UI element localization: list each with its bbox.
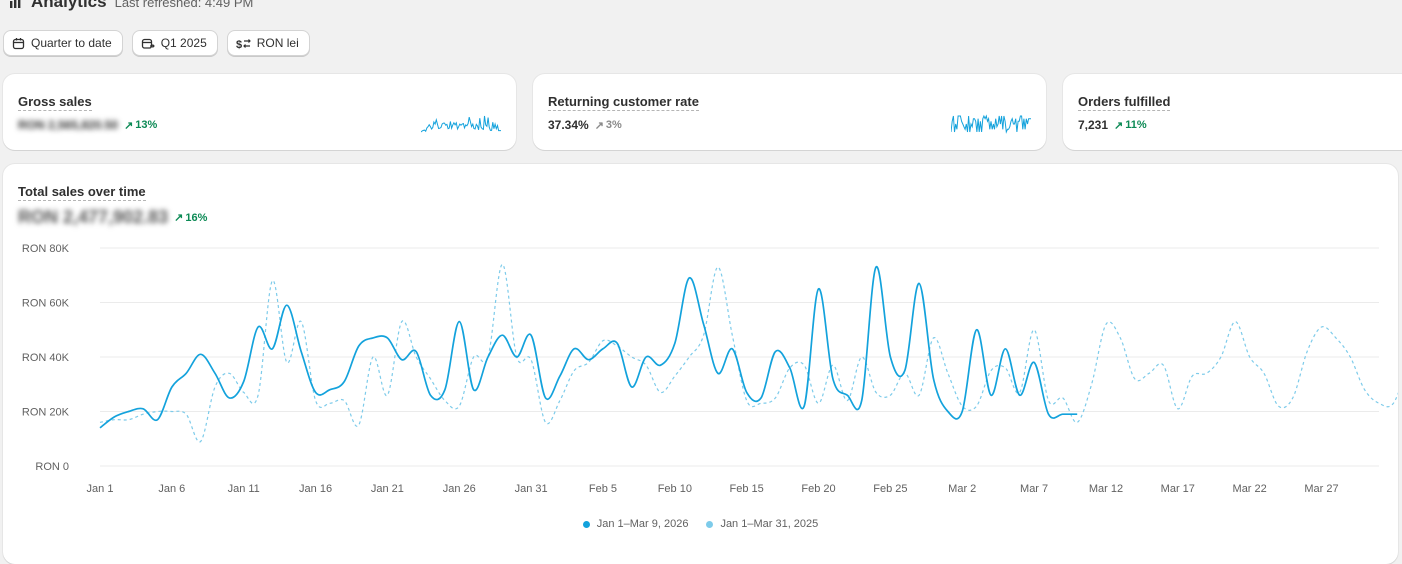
page-header: Analytics Last refreshed: 4:49 PM <box>9 0 253 12</box>
currency-label: RON lei <box>256 36 299 50</box>
line-chart[interactable]: RON 0 RON 20K RON 40K RON 60K RON 80K Jan 1 Ja… <box>3 164 1398 504</box>
arrow-up-right-icon: ↗ <box>124 119 134 132</box>
comparison-label: Q1 2025 <box>160 36 207 50</box>
chart-delta: ↗ 16% <box>174 211 208 225</box>
arrow-up-right-icon: ↗ <box>174 212 184 224</box>
metric-delta: ↗ 11% <box>1114 119 1147 132</box>
y-tick-label: RON 20K <box>22 407 70 419</box>
legend-label-current: Jan 1–Mar 9, 2026 <box>596 518 689 530</box>
legend-item-previous[interactable]: Jan 1–Mar 31, 2025 <box>706 518 818 530</box>
metric-delta-value: 11% <box>1125 119 1147 131</box>
svg-text:$: $ <box>236 39 242 50</box>
x-tick-label: Mar 27 <box>1304 483 1338 495</box>
metric-value: 7,231 <box>1078 118 1109 132</box>
metric-value-row: 37.34% ↗ 3% <box>548 118 622 132</box>
legend-dot-current <box>582 520 590 528</box>
x-tick-label: Feb 10 <box>658 483 692 495</box>
metric-delta: ↗ 13% <box>124 119 157 132</box>
metric-delta-value: 3% <box>605 119 622 131</box>
currency-exchange-icon: $ <box>236 39 251 50</box>
x-tick-label: Mar 22 <box>1233 483 1267 495</box>
page-title: Analytics <box>31 0 107 11</box>
analytics-icon <box>10 0 21 8</box>
legend-item-current[interactable]: Jan 1–Mar 9, 2026 <box>582 518 689 530</box>
x-tick-label: Feb 5 <box>589 483 617 495</box>
arrow-up-right-icon: ↗ <box>594 119 604 132</box>
metric-value: 37.34% <box>548 118 589 132</box>
x-tick-label: Mar 17 <box>1161 483 1195 495</box>
x-tick-label: Mar 7 <box>1020 483 1048 495</box>
x-tick-label: Jan 16 <box>299 483 332 495</box>
x-tick-label: Feb 15 <box>730 483 764 495</box>
metric-value: RON 2,565,820.50 <box>18 118 119 132</box>
calendar-icon <box>12 37 25 49</box>
returning-customer-card[interactable]: Returning customer rate 37.34% ↗ 3% <box>533 74 1046 150</box>
chart-legend: Jan 1–Mar 9, 2026 Jan 1–Mar 31, 2025 <box>3 518 1398 530</box>
metric-value-row: 7,231 ↗ 11% <box>1078 118 1147 132</box>
y-tick-label: RON 0 <box>35 461 69 473</box>
x-tick-label: Jan 1 <box>87 483 114 495</box>
gross-sales-card[interactable]: Gross sales RON 2,565,820.50 ↗ 13% <box>3 74 516 150</box>
metric-delta-value: 13% <box>135 119 158 131</box>
y-tick-label: RON 60K <box>22 298 70 310</box>
sparkline-path <box>421 115 501 133</box>
metric-label: Orders fulfilled <box>1078 94 1171 111</box>
filter-bar: Quarter to date Q1 2025 $ RON lei <box>3 30 310 56</box>
chart-total-row: RON 2,477,902.83 ↗ 16% <box>18 207 207 228</box>
date-range-button[interactable]: Quarter to date <box>3 30 123 56</box>
compare-calendar-icon <box>141 38 155 49</box>
y-tick-label: RON 40K <box>22 352 70 364</box>
chart-delta-value: 16% <box>185 211 208 224</box>
legend-dot-previous <box>706 520 714 528</box>
orders-fulfilled-card[interactable]: Orders fulfilled 7,231 ↗ 11% <box>1063 74 1402 150</box>
metric-delta: ↗ 3% <box>595 119 622 132</box>
date-range-label: Quarter to date <box>31 36 112 50</box>
sparkline-path <box>951 114 1031 134</box>
currency-button[interactable]: $ RON lei <box>226 30 310 56</box>
x-tick-label: Mar 12 <box>1089 483 1123 495</box>
metric-label: Gross sales <box>18 94 92 111</box>
comparison-button[interactable]: Q1 2025 <box>131 30 218 56</box>
last-refreshed: Last refreshed: 4:49 PM <box>114 0 254 10</box>
series-line-previous <box>99 263 1398 443</box>
x-tick-label: Feb 20 <box>801 483 835 495</box>
returning-customer-sparkline <box>951 114 1031 134</box>
x-tick-label: Mar 2 <box>948 483 976 495</box>
chart-title: Total sales over time <box>18 184 146 201</box>
x-tick-label: Jan 31 <box>515 483 548 495</box>
x-tick-label: Feb 25 <box>873 483 907 495</box>
chart-total-value: RON 2,477,902.83 <box>18 207 169 227</box>
total-sales-chart-card: Total sales over time RON 2,477,902.83 ↗… <box>3 164 1398 564</box>
x-tick-label: Jan 21 <box>371 483 404 495</box>
y-tick-label: RON 80K <box>22 243 70 255</box>
legend-label-previous: Jan 1–Mar 31, 2025 <box>720 518 819 530</box>
metric-label: Returning customer rate <box>548 94 699 111</box>
x-tick-label: Jan 6 <box>158 483 185 495</box>
series-line-current <box>99 266 1078 429</box>
metric-value-row: RON 2,565,820.50 ↗ 13% <box>18 118 157 132</box>
arrow-up-right-icon: ↗ <box>1114 119 1124 132</box>
gross-sales-sparkline <box>421 115 501 133</box>
x-tick-label: Jan 11 <box>228 483 260 495</box>
x-tick-label: Jan 26 <box>443 483 476 495</box>
